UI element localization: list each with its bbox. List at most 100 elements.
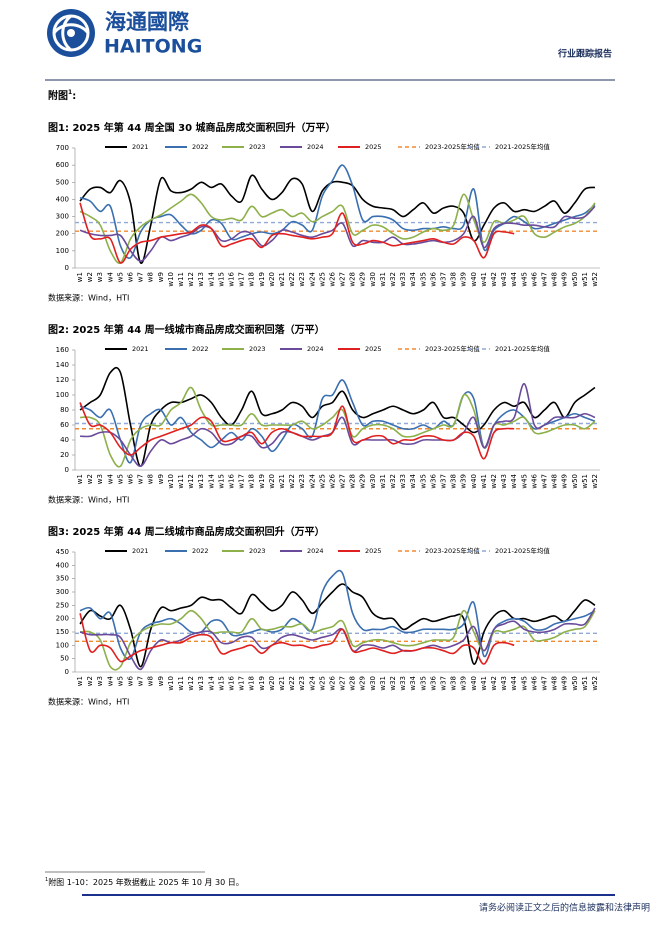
chart-source: 数据来源：Wind，HTI — [48, 293, 129, 303]
x-tick-label: w2 — [86, 272, 94, 282]
chart-source: 数据来源：Wind，HTI — [48, 495, 129, 505]
x-tick-label: w48 — [551, 272, 559, 287]
x-tick-label: w29 — [359, 272, 367, 287]
y-tick-label: 0 — [65, 264, 69, 272]
logo-en: HAITONG — [104, 36, 202, 58]
x-tick-label: w20 — [268, 474, 276, 489]
report-type: 行业跟踪报告 — [557, 48, 612, 60]
x-tick-label: w50 — [571, 474, 579, 489]
y-tick-label: 50 — [60, 655, 69, 663]
y-tick-label: 140 — [56, 361, 69, 369]
x-tick-label: w26 — [328, 473, 336, 488]
x-tick-label: w5 — [116, 474, 124, 484]
x-tick-label: w50 — [571, 272, 579, 287]
y-tick-label: 200 — [56, 615, 69, 623]
x-tick-label: w35 — [419, 474, 427, 489]
x-tick-label: w1 — [76, 676, 84, 686]
legend-label: 2022 — [192, 143, 209, 151]
x-tick-label: w15 — [217, 272, 225, 287]
x-tick-label: w13 — [197, 676, 205, 691]
x-tick-label: w42 — [490, 474, 498, 489]
x-tick-label: w36 — [429, 473, 437, 488]
x-tick-label: w38 — [450, 474, 458, 489]
y-tick-label: 160 — [56, 346, 69, 354]
x-tick-label: w51 — [581, 676, 589, 691]
series-line — [80, 382, 596, 468]
x-tick-label: w6 — [127, 473, 135, 484]
x-tick-label: w3 — [96, 676, 104, 686]
x-tick-label: w23 — [298, 676, 306, 691]
x-tick-label: w5 — [116, 272, 124, 282]
legend-label: 2021 — [132, 547, 149, 555]
footnote-ref: 1 — [45, 877, 48, 883]
x-tick-label: w21 — [278, 474, 286, 489]
y-tick-label: 100 — [56, 641, 69, 649]
x-tick-label: w7 — [137, 676, 145, 686]
y-tick-label: 0 — [65, 668, 69, 676]
x-tick-label: w48 — [551, 676, 559, 691]
x-tick-label: w28 — [349, 474, 357, 489]
x-tick-label: w43 — [500, 272, 508, 287]
y-tick-label: 40 — [60, 436, 69, 444]
x-tick-label: w18 — [248, 474, 256, 489]
x-tick-label: w46 — [530, 675, 538, 690]
x-tick-label: w11 — [177, 676, 185, 691]
legend-label: 2021-2025年均值 — [495, 546, 550, 555]
x-tick-label: w16 — [227, 271, 235, 286]
x-tick-label: w17 — [238, 272, 246, 287]
x-tick-label: w46 — [530, 271, 538, 286]
x-tick-label: w17 — [238, 474, 246, 489]
x-tick-label: w9 — [157, 676, 165, 686]
x-tick-label: w13 — [197, 272, 205, 287]
x-tick-label: w32 — [389, 272, 397, 287]
x-tick-label: w22 — [288, 676, 296, 691]
x-tick-label: w38 — [450, 272, 458, 287]
x-tick-label: w11 — [177, 474, 185, 489]
x-tick-label: w47 — [540, 676, 548, 691]
x-tick-label: w43 — [500, 676, 508, 691]
x-tick-label: w1 — [76, 272, 84, 282]
y-tick-label: 120 — [56, 376, 69, 384]
legend-label: 2023 — [249, 143, 266, 151]
x-tick-label: w34 — [409, 271, 417, 286]
y-tick-label: 400 — [56, 195, 69, 203]
x-tick-label: w36 — [429, 271, 437, 286]
series-line — [79, 366, 596, 468]
x-tick-label: w24 — [308, 271, 316, 286]
x-tick-label: w46 — [530, 473, 538, 488]
appendix-suffix: : — [72, 91, 76, 102]
x-tick-label: w27 — [339, 676, 347, 691]
x-tick-label: w30 — [369, 474, 377, 489]
legend-label: 2021 — [132, 345, 149, 353]
x-tick-label: w27 — [339, 272, 347, 287]
series-line — [79, 193, 596, 264]
x-tick-label: w4 — [106, 675, 114, 686]
x-tick-label: w25 — [318, 474, 326, 489]
x-tick-label: w8 — [147, 272, 155, 282]
series-line — [79, 607, 596, 671]
x-tick-label: w52 — [591, 272, 599, 287]
x-tick-label: w33 — [399, 676, 407, 691]
x-tick-label: w27 — [339, 474, 347, 489]
x-tick-label: w42 — [490, 676, 498, 691]
chart-title: 图3: 2025 年第 44 周二线城市商品房成交面积回升（万平） — [48, 525, 325, 538]
y-tick-label: 0 — [65, 466, 69, 474]
appendix-ref: 1 — [68, 89, 72, 96]
y-tick-label: 300 — [56, 213, 69, 221]
x-tick-label: w33 — [399, 474, 407, 489]
x-tick-label: w7 — [137, 474, 145, 484]
x-tick-label: w26 — [328, 675, 336, 690]
x-tick-label: w29 — [359, 676, 367, 691]
x-tick-label: w23 — [298, 474, 306, 489]
legend-label: 2022 — [192, 345, 209, 353]
x-tick-label: w31 — [379, 272, 387, 287]
x-tick-label: w43 — [500, 474, 508, 489]
x-tick-label: w16 — [227, 675, 235, 690]
x-tick-label: w24 — [308, 675, 316, 690]
legend-label: 2021-2025年均值 — [495, 142, 550, 151]
x-tick-label: w4 — [106, 473, 114, 484]
series-line — [79, 613, 515, 665]
y-tick-label: 20 — [60, 451, 69, 459]
x-tick-label: w40 — [470, 676, 478, 691]
